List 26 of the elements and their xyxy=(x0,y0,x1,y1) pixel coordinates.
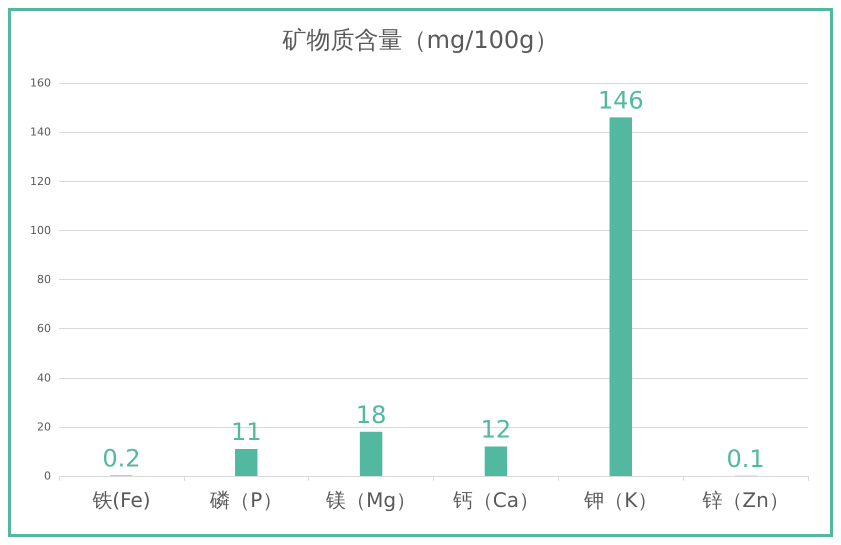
data-label: 0.1 xyxy=(726,444,765,473)
x-tick-label: 锌（Zn） xyxy=(701,488,789,512)
data-label: 146 xyxy=(598,86,644,114)
x-tick-label: 钾（K） xyxy=(583,488,658,512)
x-tick-label: 磷（P） xyxy=(209,488,282,512)
x-tick-label: 钙（Ca） xyxy=(452,488,540,512)
bar xyxy=(235,448,258,476)
y-tick-label: 0 xyxy=(44,470,51,482)
data-label: 18 xyxy=(356,400,386,429)
bar xyxy=(484,446,508,476)
data-label: 0.2 xyxy=(102,444,141,473)
y-tick-label: 160 xyxy=(30,76,51,90)
y-tick-label: 40 xyxy=(37,371,51,384)
y-tick-label: 120 xyxy=(30,174,51,188)
bar xyxy=(360,432,382,476)
y-tick-label: 100 xyxy=(30,224,51,237)
x-tick-label: 镁（Mg） xyxy=(325,488,416,512)
y-tick-label: 20 xyxy=(37,420,51,434)
x-tick-label: 铁(Fe) xyxy=(91,488,151,512)
data-label: 12 xyxy=(480,416,512,444)
y-tick-label: 60 xyxy=(37,322,51,336)
y-tick-label: 80 xyxy=(37,273,51,286)
y-tick-label: 140 xyxy=(30,126,51,139)
chart-title: 矿物质含量（mg/100g） xyxy=(282,26,558,54)
data-label: 11 xyxy=(230,418,262,446)
bar xyxy=(610,117,632,476)
